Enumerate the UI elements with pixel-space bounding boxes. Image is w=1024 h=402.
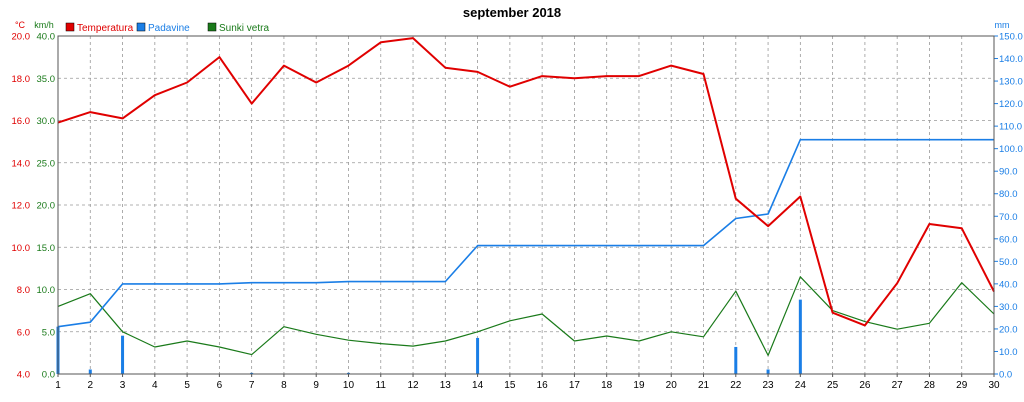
x-tick-label: 2 xyxy=(87,380,93,391)
x-tick-label: 6 xyxy=(217,380,223,391)
temperature-tick-label: 8.0 xyxy=(17,285,30,296)
temperature-tick-label: 20.0 xyxy=(12,32,31,43)
wind-unit-label: km/h xyxy=(34,20,54,30)
x-tick-label: 7 xyxy=(249,380,255,391)
rain-tick-label: 100.0 xyxy=(999,144,1023,155)
wind-gusts-line xyxy=(57,276,995,356)
x-tick-label: 15 xyxy=(504,380,516,391)
wind-tick-label: 0.0 xyxy=(42,370,55,381)
temperature-tick-label: 6.0 xyxy=(17,327,30,338)
x-tick-label: 9 xyxy=(313,380,319,391)
rain-tick-label: 40.0 xyxy=(999,279,1018,290)
rain-tick-label: 150.0 xyxy=(999,32,1023,43)
rain-daily-bar xyxy=(734,346,738,374)
x-tick-label: 21 xyxy=(698,380,710,391)
legend: Temperatura Padavine Sunki vetra xyxy=(65,22,269,34)
x-tick-label: 14 xyxy=(472,380,484,391)
legend-swatch-padavine xyxy=(136,22,146,32)
wind-tick-label: 35.0 xyxy=(37,74,56,85)
x-tick-label: 28 xyxy=(924,380,936,391)
rain-tick-label: 0.0 xyxy=(999,370,1012,381)
wind-tick-label: 25.0 xyxy=(37,158,56,169)
temperature-tick-label: 12.0 xyxy=(12,201,31,212)
x-tick-label: 11 xyxy=(376,380,387,391)
legend-label-sunki-vetra: Sunki vetra xyxy=(219,23,269,34)
x-tick-label: 10 xyxy=(343,380,355,391)
rain-tick-label: 80.0 xyxy=(999,189,1018,200)
x-tick-label: 19 xyxy=(633,380,645,391)
rain-unit-label: mm xyxy=(995,20,1010,30)
wind-tick-label: 15.0 xyxy=(37,243,56,254)
x-tick-label: 26 xyxy=(859,380,871,391)
wind-tick-label: 10.0 xyxy=(37,285,56,296)
x-tick-label: 13 xyxy=(440,380,452,391)
legend-label-temperatura: Temperatura xyxy=(77,23,134,34)
plot-area-border xyxy=(57,35,995,375)
x-tick-label: 30 xyxy=(988,380,1000,391)
legend-swatch-temperatura xyxy=(65,22,75,32)
x-tick-label: 24 xyxy=(795,380,807,391)
x-tick-label: 17 xyxy=(569,380,581,391)
rain-daily-bar xyxy=(476,337,480,374)
grid-lines xyxy=(58,36,994,374)
rain-tick-label: 50.0 xyxy=(999,257,1018,268)
rain-tick-label: 30.0 xyxy=(999,302,1018,313)
temp-unit-label: °C xyxy=(15,20,26,30)
x-tick-label: 16 xyxy=(537,380,549,391)
rain-tick-label: 70.0 xyxy=(999,212,1018,223)
wind-tick-label: 40.0 xyxy=(37,32,56,43)
rain-cumulative-line xyxy=(57,138,994,328)
legend-label-padavine: Padavine xyxy=(148,23,190,34)
rain-axis-ticks: 0.0 10.0 20.0 30.0 40.0 50.0 60.0 70.0 80.0 90.0 1… xyxy=(994,32,1023,381)
rain-tick-label: 130.0 xyxy=(999,77,1023,88)
rain-daily-bar xyxy=(346,372,350,374)
rain-tick-label: 120.0 xyxy=(999,99,1023,110)
temperature-tick-label: 18.0 xyxy=(12,74,31,85)
x-tick-label: 23 xyxy=(763,380,775,391)
rain-daily-bar xyxy=(766,369,770,374)
temperature-tick-label: 16.0 xyxy=(12,116,31,127)
wind-axis-ticks: 0.0 5.0 10.0 15.0 20.0 25.0 30.0 35.0 40.0 xyxy=(37,32,56,381)
rain-daily-bar xyxy=(88,369,92,374)
x-tick-label: 22 xyxy=(730,380,742,391)
x-tick-label: 18 xyxy=(601,380,613,391)
x-tick-label: 3 xyxy=(120,380,126,391)
x-tick-label: 4 xyxy=(152,380,158,391)
rain-tick-label: 90.0 xyxy=(999,167,1018,178)
rain-daily-bar xyxy=(798,299,802,374)
x-axis-ticks: 1 2 3 4 5 6 7 8 9 10 11 12 13 14 15 16 17 18 19 20 21 22 23 24 2… xyxy=(55,374,1000,391)
rain-tick-label: 10.0 xyxy=(999,347,1018,358)
wind-tick-label: 20.0 xyxy=(37,201,56,212)
temperature-axis-ticks: 4.0 6.0 8.0 10.0 12.0 14.0 16.0 18.0 20.0 xyxy=(12,32,31,381)
x-tick-label: 27 xyxy=(892,380,904,391)
chart-title: september 2018 xyxy=(463,5,561,20)
x-tick-label: 12 xyxy=(407,380,419,391)
wind-tick-label: 5.0 xyxy=(42,327,55,338)
rain-daily-bar xyxy=(121,335,125,374)
rain-daily-bar xyxy=(250,372,254,374)
x-tick-label: 5 xyxy=(184,380,190,391)
rain-tick-label: 140.0 xyxy=(999,54,1023,65)
x-tick-label: 25 xyxy=(827,380,839,391)
x-tick-label: 8 xyxy=(281,380,287,391)
x-tick-label: 1 xyxy=(55,380,61,391)
temperature-tick-label: 14.0 xyxy=(12,158,31,169)
temperature-tick-label: 4.0 xyxy=(17,370,30,381)
rain-tick-label: 20.0 xyxy=(999,324,1018,335)
rain-tick-label: 60.0 xyxy=(999,234,1018,245)
temperature-tick-label: 10.0 xyxy=(12,243,31,254)
x-tick-label: 20 xyxy=(666,380,678,391)
series-lines xyxy=(57,37,995,356)
temperature-line xyxy=(57,37,995,327)
rain-tick-label: 110.0 xyxy=(999,122,1022,133)
daily-rain-bars xyxy=(56,299,802,374)
x-tick-label: 29 xyxy=(956,380,968,391)
wind-tick-label: 30.0 xyxy=(37,116,56,127)
legend-swatch-sunki-vetra xyxy=(207,22,217,32)
